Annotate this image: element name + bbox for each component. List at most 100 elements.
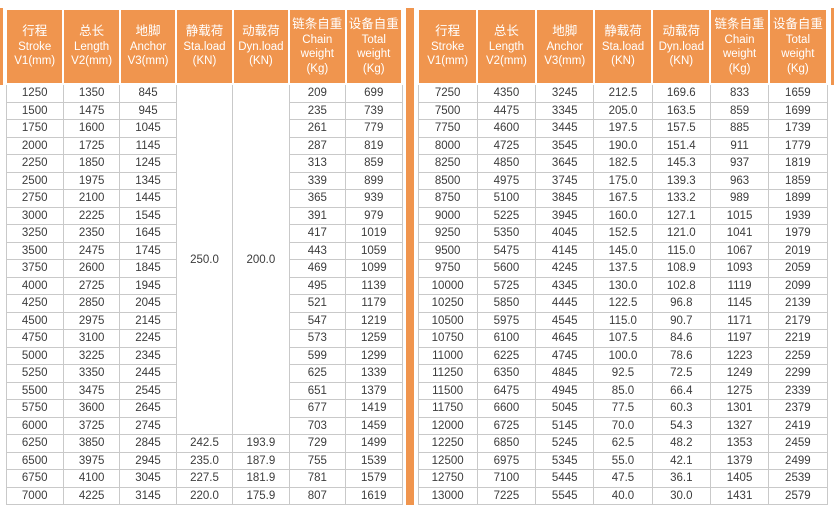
table-cell: 4000: [5, 276, 64, 295]
table-cell: 2539: [768, 469, 828, 488]
table-row: 4500 2975 2145 547 1219: [5, 311, 403, 330]
table-cell: 10250: [417, 294, 478, 313]
column-header: 设备自重 Total weight (Kg): [767, 8, 829, 85]
table-cell: 1739: [768, 119, 828, 138]
table-cell: 12000: [417, 416, 478, 435]
table-cell: 30.0: [651, 486, 711, 505]
table-cell: 2850: [62, 294, 121, 313]
table-cell: 115.0: [651, 241, 711, 260]
column-header-cn: 动载荷: [242, 24, 280, 39]
table-cell: 937: [709, 154, 770, 173]
table-cell: 3745: [535, 171, 595, 190]
header-edge-strip-right: [831, 8, 834, 85]
table-cell: 1945: [119, 276, 177, 295]
table-cell: 4725: [476, 136, 537, 155]
table-cell: 197.5: [593, 119, 653, 138]
table-cell: 3545: [535, 136, 595, 155]
table-cell: 4645: [535, 329, 595, 348]
table-cell: 4745: [535, 346, 595, 365]
table-cell: 1059: [345, 241, 403, 260]
table-cell: 1339: [345, 364, 403, 383]
table-row: 9250 5350 4045 152.5 121.0 1041 1979: [417, 224, 828, 243]
table-cell: 1145: [709, 294, 770, 313]
table-cell: 66.4: [651, 381, 711, 400]
table-cell: 4225: [62, 486, 121, 505]
table-cell: 5445: [535, 469, 595, 488]
table-cell: 703: [288, 416, 347, 435]
table-cell: 3245: [535, 83, 595, 103]
table-cell: 6000: [5, 416, 64, 435]
table-cell: 78.6: [651, 346, 711, 365]
table-cell: 12500: [417, 451, 478, 470]
table-cell: 1249: [709, 364, 770, 383]
column-header: 静载荷 Sta.load (KN): [175, 8, 234, 85]
table-cell: 5725: [476, 276, 537, 295]
column-header-cn: 总长: [493, 24, 519, 39]
column-header-cn: 设备自重: [772, 17, 823, 32]
table-cell: 3475: [62, 381, 121, 400]
table-cell: 4850: [476, 154, 537, 173]
table-cell: 1419: [345, 399, 403, 418]
table-cell: 339: [288, 171, 347, 190]
column-header-en: Total: [785, 33, 810, 46]
table-row: 8500 4975 3745 175.0 139.3 963 1859: [417, 171, 828, 190]
table-cell: 1619: [345, 486, 403, 505]
table-cell: 167.5: [593, 189, 653, 208]
table-cell: 5100: [476, 189, 537, 208]
table-cell: 2645: [119, 399, 177, 418]
column-header: 动载荷 Dyn.load (KN): [651, 8, 712, 85]
table-cell: 4945: [535, 381, 595, 400]
column-header-en: Length: [488, 40, 525, 53]
column-header-en: (KN): [611, 55, 635, 68]
table-cell: 54.3: [651, 416, 711, 435]
column-header: 总长 Length V2(mm): [62, 8, 121, 85]
column-header-en: (Kg): [306, 62, 329, 75]
table-cell: 145.3: [651, 154, 711, 173]
table-cell: 1600: [62, 119, 121, 138]
table-cell: 3000: [5, 206, 64, 225]
column-header-en: V1(mm): [427, 55, 469, 68]
table-cell: 313: [288, 154, 347, 173]
table-cell: 40.0: [593, 486, 653, 505]
column-header-cn: 链条自重: [292, 17, 343, 32]
table-cell: 3350: [62, 364, 121, 383]
column-header-cn: 地脚: [552, 24, 578, 39]
table-cell: 70.0: [593, 416, 653, 435]
column-header-en: V3(mm): [544, 55, 586, 68]
table-cell: 1171: [709, 311, 770, 330]
column-header: 地脚 Anchor V3(mm): [118, 8, 178, 85]
column-header-en: (KN): [192, 55, 217, 68]
table-cell: 2545: [119, 381, 177, 400]
table-cell: 9750: [417, 259, 478, 278]
table-cell: 1699: [768, 101, 828, 120]
table-cell: 6250: [5, 434, 64, 453]
table-cell: 84.6: [651, 329, 711, 348]
table-cell: 2299: [768, 364, 828, 383]
column-header: 行程 Stroke V1(mm): [4, 8, 65, 85]
table-cell: 807: [288, 486, 347, 505]
table-cell: 4975: [476, 171, 537, 190]
table-cell: 4600: [476, 119, 537, 138]
table-cell: 36.1: [651, 469, 711, 488]
table-cell: 152.5: [593, 224, 653, 243]
table-cell: 2259: [768, 346, 828, 365]
table-row: 11500 6475 4945 85.0 66.4 1275 2339: [417, 381, 828, 400]
table-cell: 547: [288, 311, 347, 330]
table-cell: 261: [288, 119, 347, 138]
column-header-en: weight: [722, 48, 757, 61]
table-cell: 2845: [119, 434, 177, 453]
table-cell: 6475: [476, 381, 537, 400]
table-cell: 4250: [5, 294, 64, 313]
table-cell: 729: [288, 434, 347, 453]
spec-table-left: 行程 Stroke V1(mm) 总长 Length V2(mm) 地脚 Anchor V3(m…: [4, 8, 404, 505]
column-header-cn: 行程: [22, 24, 48, 39]
table-cell: 945: [119, 101, 177, 120]
table-cell: 9250: [417, 224, 478, 243]
table-cell: 819: [345, 136, 403, 155]
table-cell: 7225: [476, 486, 537, 505]
table-cell: 2345: [119, 346, 177, 365]
table-cell: 521: [288, 294, 347, 313]
table-cell: 2475: [62, 241, 121, 260]
table-cell: 1301: [709, 399, 770, 418]
table-cell: 8000: [417, 136, 478, 155]
